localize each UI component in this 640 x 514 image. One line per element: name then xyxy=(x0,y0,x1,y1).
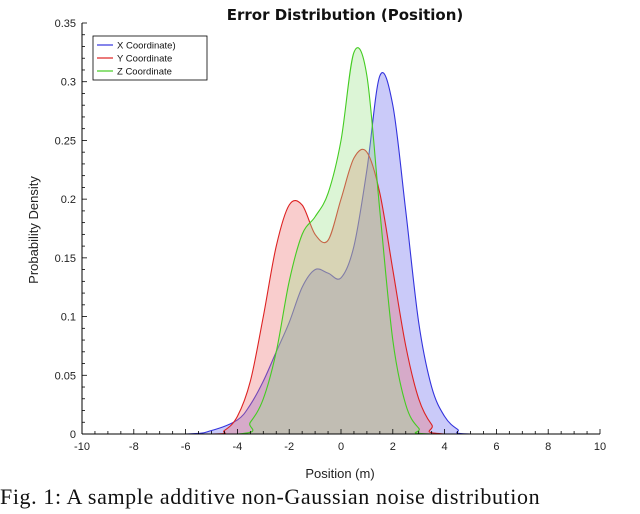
area-y-coordinate xyxy=(82,149,600,434)
x-tick-label: -2 xyxy=(284,441,294,453)
line-y-coordinate xyxy=(82,148,600,435)
area-x-coordinate xyxy=(82,72,600,434)
x-tick-label: -6 xyxy=(181,441,191,453)
plot-areas xyxy=(82,47,600,435)
y-tick-label: 0.35 xyxy=(55,18,76,30)
legend-label-z-coordinate: Z Coordinate xyxy=(117,67,172,78)
legend: X Coordinate) Y Coordinate Z Coordinate xyxy=(92,35,208,81)
x-tick-label: 8 xyxy=(545,441,551,453)
chart: Error Distribution (Position) -10 -8 -6 -4-… xyxy=(26,6,607,481)
y-tick-label: 0.05 xyxy=(55,370,76,382)
x-tick-label: 0 xyxy=(338,441,344,453)
y-tick-label: 0.2 xyxy=(61,194,76,206)
legend-label-x-coordinate: X Coordinate) xyxy=(117,41,176,52)
x-tick-label: -8 xyxy=(129,441,139,453)
legend-label-y-coordinate: Y Coordinate xyxy=(117,54,172,65)
y-tick-label: 0.25 xyxy=(55,135,76,147)
y-tick-label: 0.1 xyxy=(61,312,76,324)
x-tick-label: 6 xyxy=(493,441,499,453)
x-tick-label: -10 xyxy=(74,441,90,453)
x-tick-label: 4 xyxy=(442,441,448,453)
line-x-coordinate xyxy=(82,72,600,435)
figure-caption: Fig. 1: A sample additive non-Gaussian n… xyxy=(0,484,541,509)
chart-title: Error Distribution (Position) xyxy=(227,6,464,24)
x-tick-label: 2 xyxy=(390,441,396,453)
y-tick-label: 0 xyxy=(70,429,76,441)
area-z-coordinate xyxy=(82,47,600,435)
x-tick-label: 10 xyxy=(594,441,606,453)
x-axis-label: Position (m) xyxy=(305,466,374,481)
y-tick-label: 0.15 xyxy=(55,253,76,265)
x-tick-label: -4 xyxy=(233,441,243,453)
line-z-coordinate xyxy=(82,47,600,435)
y-tick-label: 0.3 xyxy=(61,77,76,89)
ticks: -10 -8 -6 -4 -2 0 2 4 6 8 10 0 0.05 0.1 0.15 0.2 0.25 0.3… xyxy=(55,18,607,453)
y-axis-label: Probability Density xyxy=(26,176,41,284)
